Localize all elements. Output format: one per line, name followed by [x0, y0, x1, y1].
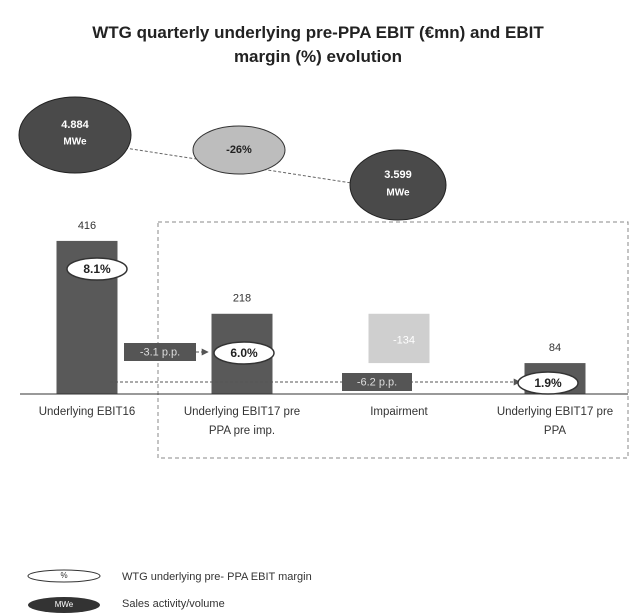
- margin-change: -6.2 p.p.: [357, 376, 397, 388]
- margin-label: 1.9%: [534, 376, 562, 390]
- bars: [56, 240, 586, 394]
- category-label: Underlying EBIT17 pre PPA pre imp.: [183, 406, 301, 437]
- margin-label: 6.0%: [230, 346, 258, 360]
- legend-label: WTG underlying pre- PPA EBIT margin: [122, 571, 312, 583]
- margin-change-box: [124, 343, 196, 361]
- legend-icon: [27, 569, 101, 583]
- volume-ellipse: [349, 149, 447, 221]
- value-label: 84: [549, 342, 561, 354]
- volume-value: 4.884: [61, 119, 89, 131]
- margin-label: 8.1%: [83, 262, 111, 276]
- category-label: Underlying EBIT17 pre PPA: [496, 406, 614, 437]
- value-label: 218: [233, 293, 251, 305]
- volume-value: 3.599: [384, 169, 412, 181]
- legend-label: Sales activity/volume: [122, 598, 225, 610]
- margin-change: -3.1 p.p.: [140, 346, 180, 358]
- bar: [368, 313, 430, 364]
- legend-icon-text: MWe: [55, 600, 74, 609]
- margin-ellipse: [66, 257, 128, 281]
- legend-icon-text: %: [60, 571, 67, 580]
- category-label: Impairment: [370, 406, 428, 418]
- change-ellipse: [192, 125, 286, 175]
- chart-title: WTG quarterly underlying pre-PPA EBIT (€…: [92, 23, 544, 66]
- legend-icon: [28, 597, 100, 613]
- volume-ellipse: [18, 96, 132, 174]
- margin-ellipse: [517, 371, 579, 395]
- value-label: -134: [393, 335, 415, 347]
- volume-unit: MWe: [63, 137, 87, 148]
- value-label: 416: [78, 220, 96, 232]
- margin-ellipse: [213, 341, 275, 365]
- margin-change-box: [342, 373, 412, 391]
- category-label: Underlying EBIT16: [38, 406, 136, 418]
- volume-unit: MWe: [386, 188, 410, 199]
- frame: [157, 221, 629, 459]
- volume-change: -26%: [226, 144, 252, 156]
